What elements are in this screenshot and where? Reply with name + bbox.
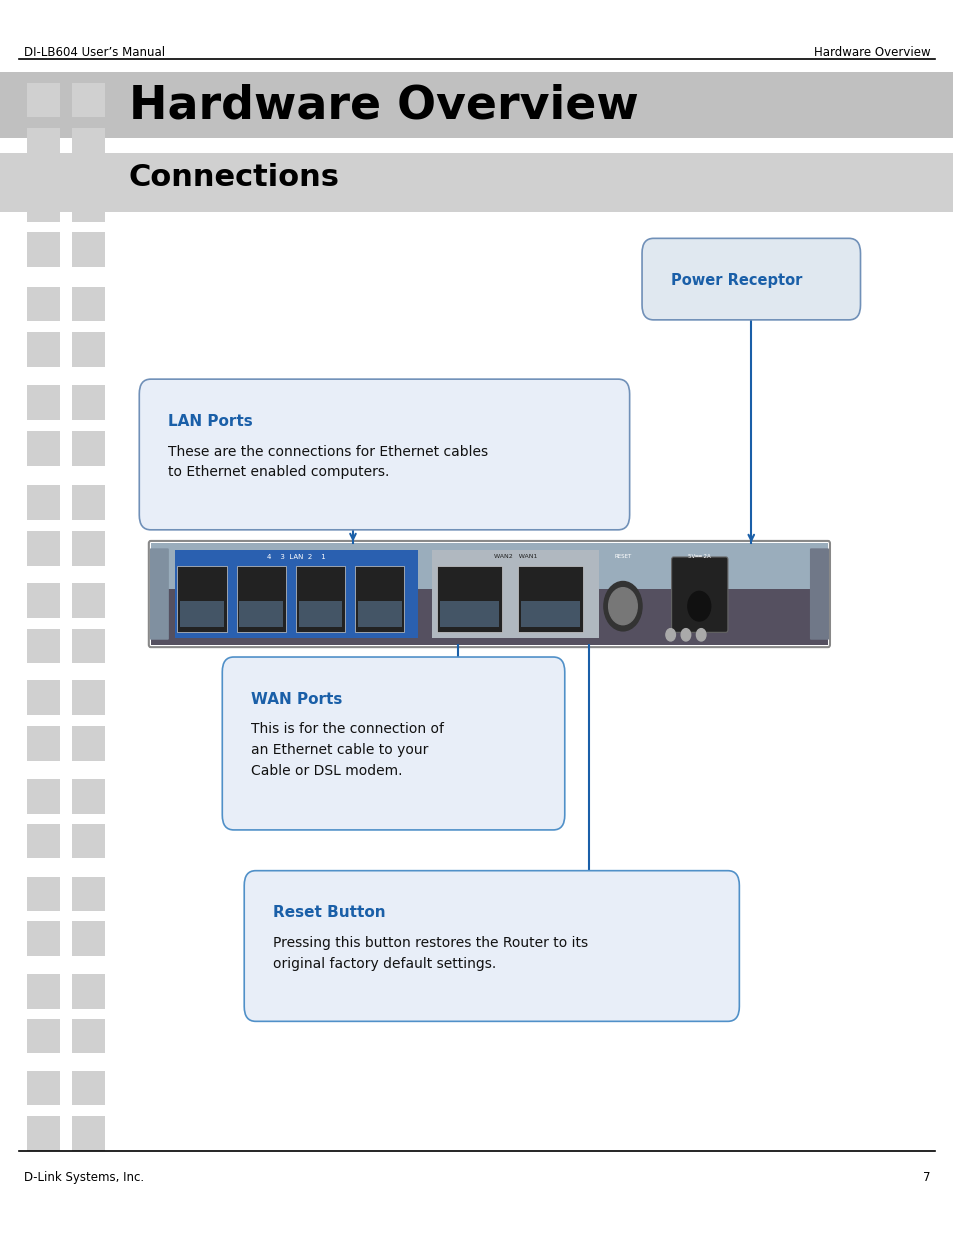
FancyBboxPatch shape — [671, 557, 727, 632]
FancyBboxPatch shape — [27, 583, 60, 618]
Text: Power Receptor: Power Receptor — [670, 273, 801, 288]
FancyBboxPatch shape — [71, 83, 105, 117]
Text: LAN Ports: LAN Ports — [168, 414, 253, 429]
FancyBboxPatch shape — [27, 1019, 60, 1053]
FancyBboxPatch shape — [222, 657, 564, 830]
Text: 4    3  LAN  2    1: 4 3 LAN 2 1 — [267, 553, 325, 559]
FancyBboxPatch shape — [520, 601, 579, 627]
FancyBboxPatch shape — [236, 567, 286, 632]
FancyBboxPatch shape — [239, 601, 283, 627]
FancyBboxPatch shape — [27, 921, 60, 956]
FancyBboxPatch shape — [27, 726, 60, 761]
FancyBboxPatch shape — [355, 567, 404, 632]
FancyBboxPatch shape — [517, 567, 582, 632]
Text: WAN Ports: WAN Ports — [251, 692, 342, 706]
FancyBboxPatch shape — [27, 332, 60, 367]
Text: These are the connections for Ethernet cables
to Ethernet enabled computers.: These are the connections for Ethernet c… — [168, 445, 488, 479]
FancyBboxPatch shape — [71, 485, 105, 520]
Text: This is for the connection of
an Ethernet cable to your
Cable or DSL modem.: This is for the connection of an Etherne… — [251, 722, 443, 778]
Text: Pressing this button restores the Router to its
original factory default setting: Pressing this button restores the Router… — [273, 936, 587, 971]
Text: Hardware Overview: Hardware Overview — [129, 84, 638, 128]
FancyBboxPatch shape — [71, 531, 105, 566]
FancyBboxPatch shape — [27, 824, 60, 858]
FancyBboxPatch shape — [439, 601, 498, 627]
FancyBboxPatch shape — [27, 188, 60, 222]
FancyBboxPatch shape — [27, 83, 60, 117]
FancyBboxPatch shape — [71, 779, 105, 814]
FancyBboxPatch shape — [27, 680, 60, 715]
FancyBboxPatch shape — [27, 431, 60, 466]
FancyBboxPatch shape — [298, 601, 342, 627]
FancyBboxPatch shape — [809, 548, 828, 640]
Circle shape — [608, 588, 637, 625]
Text: Reset Button: Reset Button — [273, 905, 385, 920]
FancyBboxPatch shape — [71, 1019, 105, 1053]
Circle shape — [687, 592, 710, 621]
FancyBboxPatch shape — [180, 601, 224, 627]
FancyBboxPatch shape — [151, 543, 827, 589]
FancyBboxPatch shape — [71, 188, 105, 222]
Circle shape — [696, 629, 705, 641]
FancyBboxPatch shape — [139, 379, 629, 530]
FancyBboxPatch shape — [71, 385, 105, 420]
FancyBboxPatch shape — [71, 824, 105, 858]
FancyBboxPatch shape — [27, 779, 60, 814]
Text: RESET: RESET — [614, 553, 631, 558]
Text: 5V══ 2A: 5V══ 2A — [687, 553, 710, 558]
FancyBboxPatch shape — [641, 238, 860, 320]
FancyBboxPatch shape — [27, 877, 60, 911]
FancyBboxPatch shape — [151, 589, 827, 645]
FancyBboxPatch shape — [244, 871, 739, 1021]
FancyBboxPatch shape — [71, 680, 105, 715]
Text: D-Link Systems, Inc.: D-Link Systems, Inc. — [24, 1171, 144, 1184]
FancyBboxPatch shape — [71, 128, 105, 163]
FancyBboxPatch shape — [27, 385, 60, 420]
FancyBboxPatch shape — [71, 921, 105, 956]
FancyBboxPatch shape — [71, 287, 105, 321]
Text: DI-LB604 User’s Manual: DI-LB604 User’s Manual — [24, 46, 165, 59]
FancyBboxPatch shape — [27, 974, 60, 1009]
Circle shape — [680, 629, 690, 641]
FancyBboxPatch shape — [177, 567, 227, 632]
FancyBboxPatch shape — [174, 550, 417, 638]
FancyBboxPatch shape — [27, 1116, 60, 1151]
FancyBboxPatch shape — [27, 287, 60, 321]
FancyBboxPatch shape — [71, 726, 105, 761]
FancyBboxPatch shape — [295, 567, 345, 632]
FancyBboxPatch shape — [71, 877, 105, 911]
FancyBboxPatch shape — [71, 1116, 105, 1151]
FancyBboxPatch shape — [27, 531, 60, 566]
FancyBboxPatch shape — [432, 550, 598, 638]
FancyBboxPatch shape — [0, 72, 953, 138]
Text: 7: 7 — [922, 1171, 929, 1184]
FancyBboxPatch shape — [71, 629, 105, 663]
FancyBboxPatch shape — [27, 1071, 60, 1105]
FancyBboxPatch shape — [71, 974, 105, 1009]
FancyBboxPatch shape — [27, 485, 60, 520]
FancyBboxPatch shape — [27, 629, 60, 663]
FancyBboxPatch shape — [0, 153, 953, 212]
FancyBboxPatch shape — [71, 332, 105, 367]
FancyBboxPatch shape — [71, 1071, 105, 1105]
Text: WAN2   WAN1: WAN2 WAN1 — [494, 553, 537, 558]
FancyBboxPatch shape — [71, 431, 105, 466]
FancyBboxPatch shape — [71, 583, 105, 618]
FancyBboxPatch shape — [27, 232, 60, 267]
FancyBboxPatch shape — [436, 567, 501, 632]
FancyBboxPatch shape — [357, 601, 401, 627]
Text: Connections: Connections — [129, 163, 339, 191]
Circle shape — [665, 629, 675, 641]
FancyBboxPatch shape — [71, 232, 105, 267]
FancyBboxPatch shape — [27, 128, 60, 163]
Circle shape — [603, 582, 641, 631]
Text: Hardware Overview: Hardware Overview — [813, 46, 929, 59]
FancyBboxPatch shape — [150, 548, 169, 640]
